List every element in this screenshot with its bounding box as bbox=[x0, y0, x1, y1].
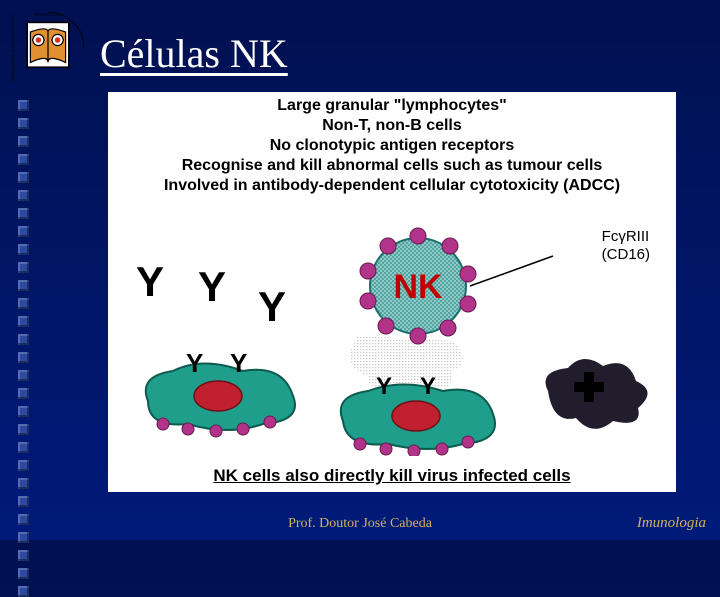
bullet-square bbox=[18, 298, 29, 309]
fc-label-line2: (CD16) bbox=[602, 246, 650, 263]
bottom-caption: NK cells also directly kill virus infect… bbox=[108, 466, 676, 486]
description-line: No clonotypic antigen receptors bbox=[108, 136, 676, 156]
fc-label-line1: FcγRIII bbox=[602, 228, 650, 245]
bullet-square bbox=[18, 586, 29, 597]
antibody-bound: Y bbox=[420, 373, 436, 400]
bullet-square bbox=[18, 208, 29, 219]
target-cell-left: Y Y bbox=[146, 348, 295, 437]
fc-pointer bbox=[470, 256, 553, 286]
logo-caption: NOVA ET NOVE bbox=[34, 12, 63, 17]
dead-cell bbox=[546, 359, 648, 429]
logo-sidetext: UNIVERSIDADE FERNANDO PESSOA bbox=[10, 15, 15, 84]
bullet-square bbox=[18, 442, 29, 453]
bullet-square bbox=[18, 460, 29, 471]
bullet-square bbox=[18, 262, 29, 273]
description-line: Recognise and kill abnormal cells such a… bbox=[108, 156, 676, 176]
bullet-square bbox=[18, 568, 29, 579]
footer-author: Prof. Doutor José Cabeda bbox=[0, 516, 720, 532]
bullet-square bbox=[18, 280, 29, 291]
bullet-square bbox=[18, 334, 29, 345]
bullet-square bbox=[18, 100, 29, 111]
bullet-square bbox=[18, 478, 29, 489]
nk-label: NK bbox=[393, 268, 443, 306]
footer-course: Imunologia bbox=[637, 515, 706, 532]
content-panel: Large granular "lymphocytes"Non-T, non-B… bbox=[108, 92, 676, 492]
bullet-square bbox=[18, 532, 29, 543]
fc-label: FcγRIII (CD16) bbox=[602, 228, 650, 264]
bullet-square bbox=[18, 316, 29, 327]
university-logo: NOVA ET NOVE UNIVERSIDADE FERNANDO PESSO… bbox=[8, 8, 88, 88]
bullet-square bbox=[18, 388, 29, 399]
bullet-square bbox=[18, 352, 29, 363]
bullet-square bbox=[18, 424, 29, 435]
bullet-square bbox=[18, 118, 29, 129]
bullet-square bbox=[18, 226, 29, 237]
bullet-square bbox=[18, 136, 29, 147]
bullet-square bbox=[18, 244, 29, 255]
bullet-square bbox=[18, 172, 29, 183]
antibody-bound: Y bbox=[230, 348, 247, 378]
antibody-bound: Y bbox=[376, 373, 392, 400]
svg-text:Y: Y bbox=[198, 263, 226, 310]
slide-title: Células NK bbox=[100, 30, 288, 77]
description-line: Non-T, non-B cells bbox=[108, 116, 676, 136]
antibodies-free: Y Y Y bbox=[136, 258, 286, 330]
svg-text:Y: Y bbox=[258, 283, 286, 330]
bullet-square bbox=[18, 370, 29, 381]
description-block: Large granular "lymphocytes"Non-T, non-B… bbox=[108, 92, 676, 196]
bullet-square bbox=[18, 496, 29, 507]
diagram-area: NK Y Y Y Y Y bbox=[108, 196, 676, 446]
description-line: Involved in antibody-dependent cellular … bbox=[108, 176, 676, 196]
target-cell-right: Y Y bbox=[341, 373, 495, 456]
antibody-bound: Y bbox=[186, 348, 203, 378]
bullet-square bbox=[18, 550, 29, 561]
description-line: Large granular "lymphocytes" bbox=[108, 96, 676, 116]
bullet-square bbox=[18, 406, 29, 417]
svg-text:Y: Y bbox=[136, 258, 164, 305]
bullet-square bbox=[18, 154, 29, 165]
bullet-square bbox=[18, 190, 29, 201]
